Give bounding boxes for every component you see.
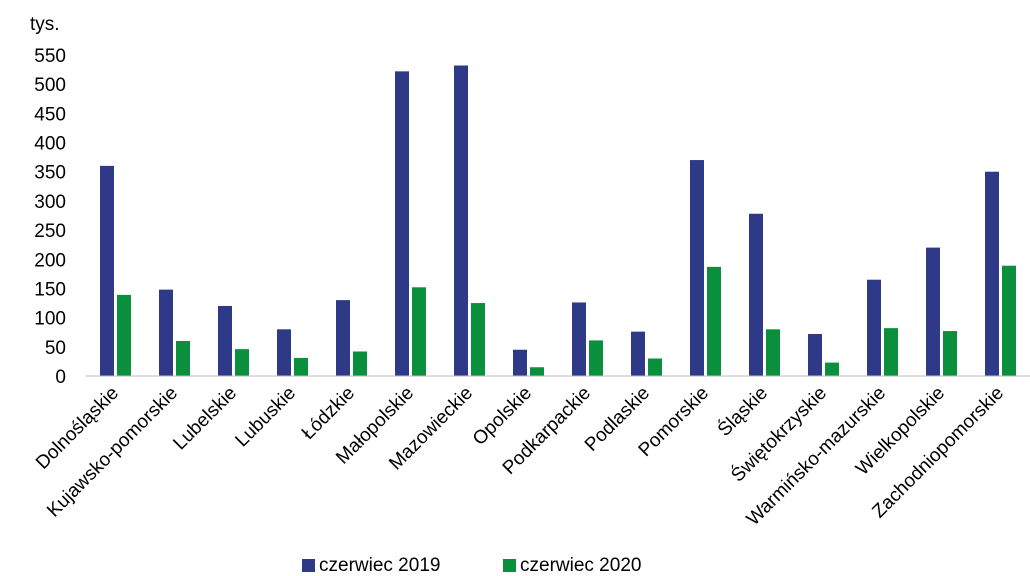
bar-series-2 — [648, 358, 662, 376]
legend-label: czerwiec 2019 — [319, 555, 440, 576]
y-tick-label: 200 — [34, 250, 66, 271]
bar-series-2 — [117, 294, 131, 376]
bar-series-1 — [631, 331, 645, 376]
y-axis-unit-label: tys. — [30, 14, 60, 35]
y-tick-label: 250 — [34, 221, 66, 242]
bars — [100, 65, 1016, 376]
bar-series-1 — [867, 279, 881, 376]
bar-series-2 — [530, 367, 544, 376]
legend: czerwiec 2019 czerwiec 2020 — [302, 555, 641, 576]
bar-series-2 — [1002, 265, 1016, 376]
y-tick-label: 50 — [45, 338, 66, 359]
x-category-label: Lubuskie — [231, 383, 300, 452]
bar-series-1 — [454, 65, 468, 376]
y-tick-label: 0 — [55, 367, 66, 388]
bar-series-1 — [513, 349, 527, 376]
bar-series-1 — [690, 160, 704, 376]
bar-series-1 — [572, 302, 586, 376]
y-tick-label: 450 — [34, 104, 66, 125]
bar-series-2 — [825, 362, 839, 376]
bar-series-2 — [589, 340, 603, 376]
bar-series-1 — [100, 165, 114, 376]
legend-label: czerwiec 2020 — [520, 555, 641, 576]
bar-series-2 — [235, 349, 249, 376]
x-axis-labels: DolnośląskieKujawsko-pomorskieLubelskieL… — [32, 382, 1008, 530]
y-tick-label: 400 — [34, 134, 66, 155]
y-tick-label: 350 — [34, 163, 66, 184]
bar-series-2 — [943, 331, 957, 376]
x-category-label: Lubelskie — [169, 383, 241, 455]
legend-swatch — [302, 559, 315, 572]
bar-series-1 — [336, 300, 350, 376]
bar-series-1 — [985, 171, 999, 376]
legend-swatch — [503, 559, 516, 572]
bar-series-2 — [707, 266, 721, 376]
bar-series-1 — [395, 71, 409, 376]
bar-series-1 — [159, 289, 173, 376]
y-tick-label: 500 — [34, 75, 66, 96]
bar-series-1 — [749, 213, 763, 376]
y-tick-label: 150 — [34, 279, 66, 300]
bar-series-2 — [412, 287, 426, 376]
y-tick-label: 100 — [34, 309, 66, 330]
bar-series-2 — [766, 329, 780, 376]
y-tick-label: 300 — [34, 192, 66, 213]
bar-series-1 — [277, 329, 291, 376]
bar-series-1 — [926, 247, 940, 376]
bar-series-1 — [808, 333, 822, 376]
bar-series-2 — [884, 328, 898, 376]
y-axis-ticks: 0 50 100 150 200 250 300 350 400 450 500 550 — [34, 46, 66, 388]
bar-series-2 — [176, 340, 190, 376]
bar-series-2 — [353, 351, 367, 376]
x-category-label: Śląskie — [713, 382, 772, 441]
bar-series-1 — [218, 305, 232, 376]
bar-series-2 — [294, 357, 308, 376]
bar-series-2 — [471, 303, 485, 376]
y-tick-label: 550 — [34, 46, 66, 67]
